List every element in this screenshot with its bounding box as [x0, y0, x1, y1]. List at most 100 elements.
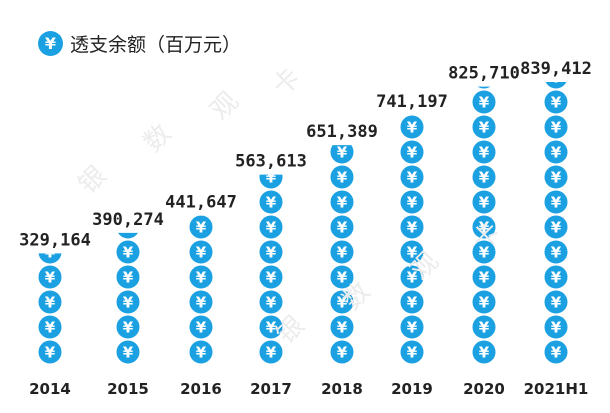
yen-coin-icon	[543, 314, 569, 340]
yen-symbol: ¥	[479, 294, 490, 312]
yen-coin-icon	[188, 264, 214, 290]
x-tick-label: 2015	[107, 380, 149, 398]
coin-stack-bar: ¥¥¥¥¥¥¥¥¥¥¥¥	[543, 69, 569, 365]
yen-symbol: ¥	[407, 119, 418, 137]
yen-coin-icon	[258, 239, 284, 265]
yen-symbol: ¥	[407, 269, 418, 287]
yen-symbol: ¥	[551, 269, 562, 287]
yen-coin-icon	[258, 189, 284, 215]
coin-stack-bar: ¥ ¥ ¥ ¥ ¥ ¥ ¥ ¥ ¥ ¥	[399, 114, 425, 365]
yen-symbol: ¥	[45, 319, 56, 337]
yen-symbol: ¥	[196, 344, 207, 362]
yen-symbol: ¥	[123, 269, 134, 287]
yen-coin-icon	[37, 314, 63, 340]
yen-symbol: ¥	[407, 294, 418, 312]
data-label: 741,197	[376, 92, 448, 112]
yen-symbol: ¥	[407, 194, 418, 212]
yen-symbol: ¥	[266, 344, 277, 362]
coin-stack-bar: ¥¥¥¥¥¥¥¥¥¥¥¥	[471, 86, 497, 365]
yen-symbol: ¥	[479, 169, 490, 187]
yen-symbol: ¥	[196, 294, 207, 312]
yen-symbol: ¥	[479, 319, 490, 337]
yen-coin-icon	[543, 339, 569, 365]
yen-symbol: ¥	[407, 344, 418, 362]
yen-coin-icon	[543, 289, 569, 315]
yen-symbol: ¥	[123, 244, 134, 262]
yen-coin-icon	[116, 232, 140, 240]
yen-coin-icon	[258, 289, 284, 315]
yen-symbol: ¥	[45, 294, 56, 312]
yen-coin-icon: ¥	[38, 30, 63, 56]
yen-coin-icon	[258, 339, 284, 365]
yen-coin-icon	[258, 174, 284, 190]
yen-symbol: ¥	[551, 344, 562, 362]
yen-symbol: ¥	[123, 319, 134, 337]
x-tick-label: 2018	[321, 380, 363, 398]
coin-stack-bar: ¥ ¥ ¥ ¥ ¥	[37, 253, 63, 365]
yen-coin-icon	[399, 314, 425, 340]
yen-symbol: ¥	[551, 194, 562, 212]
yen-symbol: ¥	[196, 244, 207, 262]
coin-stack-bar: ¥ ¥ ¥ ¥ ¥ ¥	[115, 219, 141, 365]
yen-coin-icon	[543, 139, 569, 165]
yen-symbol: ¥	[551, 94, 562, 112]
yen-symbol: ¥	[123, 219, 134, 237]
yen-coin-icon	[399, 114, 425, 140]
yen-coin-icon	[188, 314, 214, 340]
yen-symbol: ¥	[123, 344, 134, 362]
yen-coin-icon	[399, 339, 425, 365]
yen-symbol: ¥	[266, 219, 277, 237]
yen-coin-icon	[188, 339, 214, 365]
yen-symbol: ¥	[407, 144, 418, 162]
yen-coin-icon	[471, 239, 497, 265]
yen-coin-icon	[37, 339, 63, 365]
yen-coin-icon	[399, 189, 425, 215]
yen-coin-icon	[115, 239, 141, 265]
data-label: 839,412	[520, 59, 592, 79]
legend: ¥ 透支余额（百万元）	[38, 29, 241, 57]
yen-coin-icon	[471, 289, 497, 315]
yen-coin-icon	[543, 164, 569, 190]
yen-coin-icon	[543, 264, 569, 290]
data-label: 825,710	[448, 64, 520, 84]
yen-symbol: ¥	[266, 194, 277, 212]
yen-symbol: ¥	[479, 344, 490, 362]
yen-symbol: ¥	[551, 69, 562, 87]
yen-coin-icon	[329, 189, 355, 215]
yen-symbol: ¥	[266, 319, 277, 337]
yen-coin-icon	[329, 264, 355, 290]
yen-symbol: ¥	[551, 169, 562, 187]
yen-coin-icon	[329, 214, 355, 240]
yen-symbol: ¥	[407, 219, 418, 237]
yen-symbol: ¥	[551, 244, 562, 262]
yen-symbol: ¥	[407, 319, 418, 337]
yen-coin-icon	[543, 239, 569, 265]
yen-coin-icon	[471, 339, 497, 365]
yen-symbol: ¥	[196, 269, 207, 287]
yen-coin-icon	[329, 289, 355, 315]
yen-symbol: ¥	[551, 144, 562, 162]
yen-coin-icon	[115, 289, 141, 315]
yen-symbol: ¥	[196, 319, 207, 337]
yen-coin-icon	[399, 289, 425, 315]
yen-coin-icon	[543, 189, 569, 215]
yen-coin-icon	[399, 164, 425, 190]
yen-coin-icon	[258, 214, 284, 240]
yen-coin-icon	[471, 314, 497, 340]
yen-coin-icon	[115, 264, 141, 290]
x-tick-label: 2021H1	[524, 380, 589, 398]
yen-coin-icon	[543, 89, 569, 115]
x-tick-label: 2020	[463, 380, 505, 398]
yen-coin-icon	[544, 82, 568, 90]
yen-coin-icon	[258, 314, 284, 340]
yen-symbol: ¥	[337, 144, 348, 162]
yen-coin-icon	[329, 145, 355, 165]
yen-symbol: ¥	[266, 169, 277, 187]
data-label: 441,647	[165, 193, 237, 213]
coin-stack-bar: ¥ ¥ ¥ ¥ ¥ ¥	[188, 215, 214, 365]
x-tick-label: 2014	[29, 380, 71, 398]
yen-coin-icon	[329, 164, 355, 190]
yen-coin-icon	[476, 86, 492, 90]
yen-symbol: ¥	[337, 269, 348, 287]
